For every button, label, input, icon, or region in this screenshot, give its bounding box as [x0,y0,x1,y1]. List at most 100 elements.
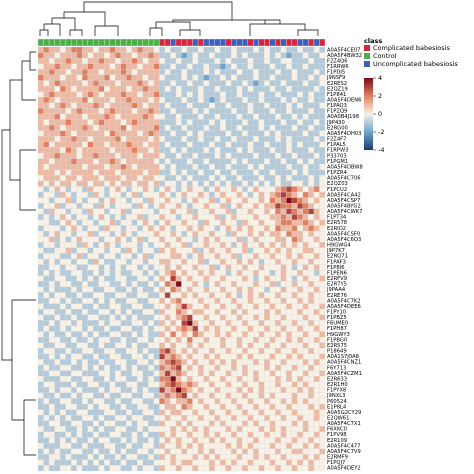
heatmap-cell [319,147,326,154]
heatmap-cell [220,448,226,455]
heatmap-cell [87,403,94,410]
heatmap-cell [115,459,121,466]
heatmap-cell [98,175,105,182]
heatmap-cell [313,398,320,405]
heatmap-cell [131,336,138,343]
heatmap-cell [186,448,193,455]
heatmap-cell [142,147,149,154]
heatmap-cell [297,253,304,260]
heatmap-cell [104,230,110,237]
heatmap-cell [220,80,226,87]
heatmap-cell [120,465,127,472]
heatmap-cell [76,431,83,438]
heatmap-cell [280,203,287,209]
heatmap-cell [59,426,66,433]
heatmap-cell [269,336,276,343]
heatmap-cell [59,214,66,221]
heatmap-cell [208,336,215,343]
heatmap-cell [37,297,44,304]
heatmap-cell [153,253,160,260]
heatmap-cell [297,415,304,421]
heatmap-cell [153,119,160,126]
heatmap-cell [186,58,193,64]
heatmap-cell [48,342,55,349]
heatmap-cell [269,69,276,76]
heatmap-cell [286,381,293,388]
heatmap-cell [225,336,232,343]
heatmap-cell [54,264,61,271]
heatmap-cell [181,191,188,198]
heatmap-cell [308,403,315,410]
class-cell [153,38,160,47]
heatmap-cell [186,130,193,137]
heatmap-cell [280,448,287,455]
heatmap-cell [214,459,221,466]
heatmap-cell [242,442,248,449]
heatmap-cell [164,270,171,276]
heatmap-cell [48,164,55,170]
heatmap-cell [76,454,83,460]
heatmap-cell [181,113,188,120]
heatmap-cell [247,403,254,410]
heatmap-cell [43,119,50,126]
heatmap-cell [82,431,88,438]
heatmap-cell [264,230,270,237]
heatmap-cell [181,465,188,472]
heatmap-cell [302,303,309,310]
heatmap-cell [104,297,110,304]
heatmap-cell [87,258,94,265]
heatmap-cell [264,309,270,315]
heatmap-cell [203,119,210,126]
heatmap-cell [225,420,232,427]
heatmap-cell [59,320,66,327]
heatmap-cell [104,264,110,271]
heatmap-cell [37,387,44,394]
heatmap-cell [231,359,237,366]
heatmap-cell [37,253,44,260]
heatmap-cell [170,281,177,288]
heatmap-cell [109,46,116,53]
heatmap-cell [175,253,182,260]
heatmap-cell [253,465,259,472]
heatmap-cell [65,454,72,460]
heatmap-cell [48,69,55,76]
heatmap-cell [264,113,270,120]
heatmap-cell [37,102,44,109]
heatmap-cell [291,136,298,142]
heatmap-cell [93,426,99,433]
heatmap-cell [98,303,105,310]
class-cell [319,38,326,47]
heatmap-cell [220,46,226,53]
heatmap-cell [37,258,44,265]
heatmap-cell [93,158,99,165]
heatmap-cell [291,247,298,254]
heatmap-cell [87,113,94,120]
heatmap-cell [269,348,276,354]
heatmap-cell [65,325,72,332]
heatmap-cell [104,364,110,371]
heatmap-cell [59,136,66,142]
heatmap-cell [159,113,166,120]
heatmap-cell [264,242,270,248]
heatmap-cell [164,219,171,226]
heatmap-cell [175,80,182,87]
heatmap-cell [48,303,55,310]
heatmap-cell [236,426,243,433]
heatmap-cell [175,403,182,410]
heatmap-cell [109,303,116,310]
heatmap-cell [59,309,66,315]
heatmap-cell [120,180,127,187]
heatmap-cell [258,336,265,343]
heatmap-cell [186,353,193,360]
heatmap-cell [126,359,132,366]
heatmap-cell [104,336,110,343]
heatmap-cell [225,147,232,154]
heatmap-cell [175,336,182,343]
heatmap-cell [242,387,248,394]
heatmap-cell [192,230,199,237]
heatmap-cell [197,426,204,433]
heatmap-cell [43,52,50,59]
heatmap-cell [275,214,281,221]
heatmap-cell [104,242,110,248]
heatmap-cell [43,353,50,360]
